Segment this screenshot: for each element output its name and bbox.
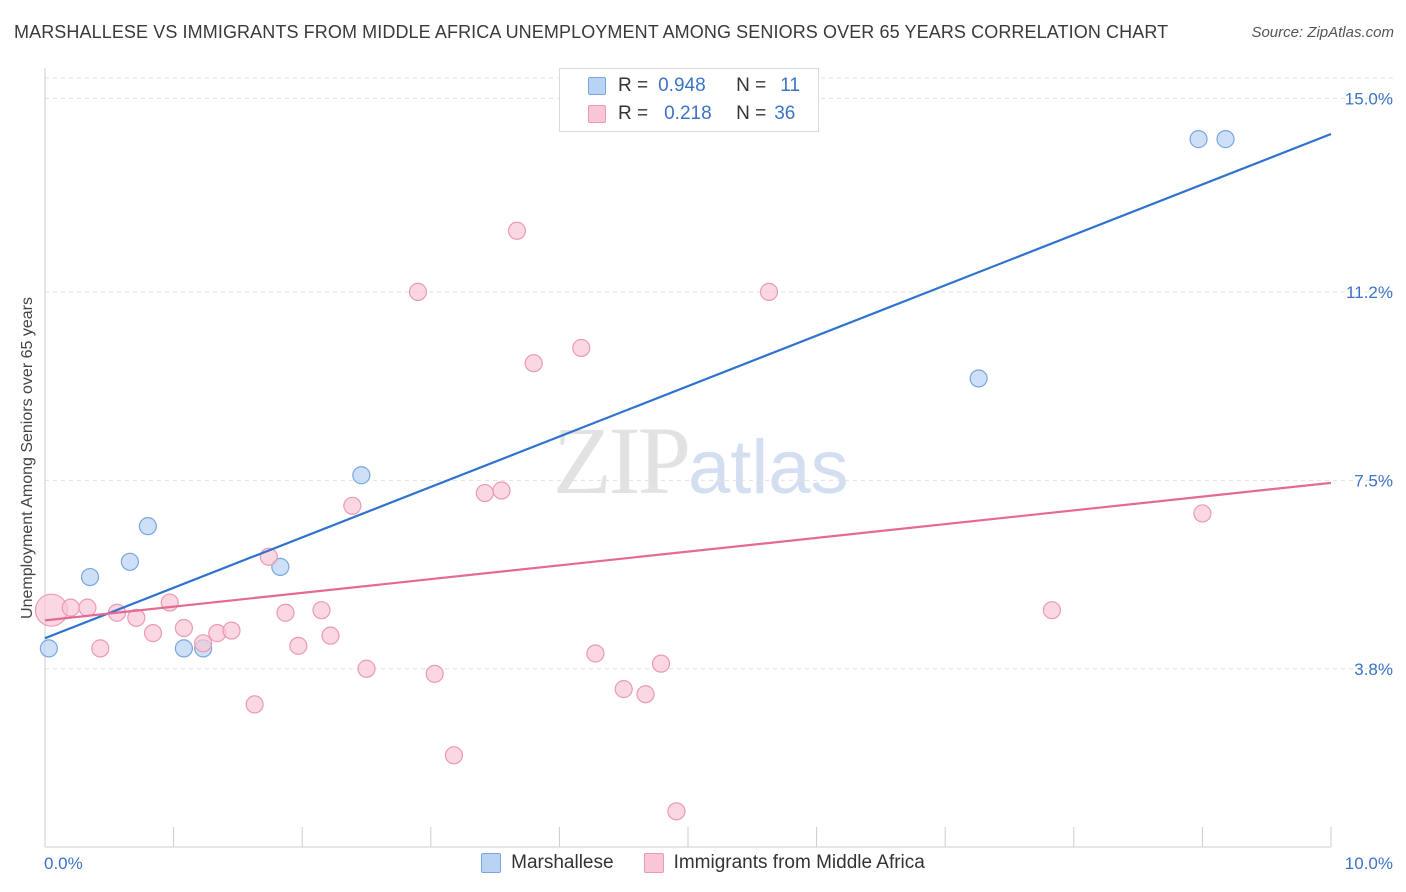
immigrants-point — [759, 282, 779, 301]
immigrants-point — [524, 354, 543, 373]
marshallese-point — [271, 557, 290, 577]
legend-r-label: R = — [618, 75, 649, 96]
immigrants-point — [1042, 601, 1062, 620]
immigrants-point — [61, 598, 80, 617]
legend-n-label: N = — [736, 75, 767, 96]
immigrants-point — [321, 626, 340, 645]
legend-swatch-pink — [588, 105, 606, 123]
marshallese-point — [352, 466, 371, 485]
watermark-zip: ZIP — [553, 407, 691, 514]
source-label: Source: ZipAtlas.com — [1251, 24, 1394, 41]
legend-n-value: 11 — [780, 75, 800, 96]
legend-swatch-blue — [481, 853, 502, 873]
y-tick-label: 11.2% — [1346, 283, 1393, 302]
immigrants-point — [245, 695, 264, 714]
legend-swatch-blue — [588, 77, 606, 95]
legend-item-immigrants[interactable]: Immigrants from Middle Africa — [643, 852, 925, 874]
immigrants-point — [444, 746, 464, 765]
immigrants-point — [667, 802, 686, 821]
series-legend: Marshallese Immigrants from Middle Afric… — [0, 852, 1406, 874]
immigrants-point — [1193, 504, 1212, 523]
marshallese-point — [1189, 130, 1208, 149]
immigrants-point — [614, 680, 633, 699]
x-tick-label: 0.0% — [44, 854, 83, 873]
legend-swatch-pink — [643, 853, 664, 873]
immigrants-point — [174, 618, 193, 638]
legend-item-marshallese[interactable]: Marshallese — [481, 852, 614, 874]
marshallese-point — [174, 639, 193, 658]
immigrants-trendline — [44, 481, 1332, 622]
legend-r-label: R = — [618, 103, 649, 124]
immigrants-point — [636, 685, 655, 704]
immigrants-point — [91, 639, 110, 658]
immigrants-point — [143, 624, 163, 643]
immigrants-point — [312, 601, 331, 620]
immigrants-point — [289, 636, 308, 655]
legend-label: Immigrants from Middle Africa — [673, 852, 925, 873]
correlation-legend: R = 0.948 N = 11 R = 0.218 N = 36 — [559, 68, 819, 132]
marshallese-point — [969, 369, 988, 388]
immigrants-point — [276, 603, 295, 622]
y-tick-label: 7.5% — [1354, 471, 1393, 490]
immigrants-point — [425, 664, 444, 683]
immigrants-point — [492, 481, 511, 500]
immigrants-point — [408, 282, 428, 301]
immigrants-point — [651, 654, 671, 673]
legend-n-label: N = — [736, 103, 767, 124]
watermark: ZIPatlas — [553, 405, 849, 516]
marshallese-point — [138, 517, 157, 536]
immigrants-point — [194, 634, 213, 653]
marshallese-trendline — [44, 132, 1332, 640]
immigrants-point — [475, 483, 494, 503]
marshallese-point — [39, 639, 58, 658]
marshallese-point — [120, 552, 139, 571]
legend-row-marshallese: R = 0.948 N = 11 — [588, 75, 800, 97]
legend-r-value: 0.948 — [658, 75, 706, 96]
immigrants-point — [357, 659, 376, 678]
immigrants-point — [572, 338, 591, 358]
marshallese-point — [1216, 130, 1235, 149]
chart-title: MARSHALLESE VS IMMIGRANTS FROM MIDDLE AF… — [14, 22, 1169, 42]
immigrants-point — [222, 621, 241, 640]
immigrants-point — [507, 221, 527, 240]
marshallese-point — [80, 567, 100, 587]
immigrants-point — [78, 598, 97, 617]
immigrants-point — [127, 608, 146, 627]
y-tick-label: 3.8% — [1354, 660, 1393, 679]
legend-label: Marshallese — [511, 852, 614, 873]
immigrants-point — [586, 644, 605, 663]
watermark-atlas: atlas — [688, 425, 849, 510]
legend-r-value: 0.218 — [664, 103, 712, 124]
immigrants-point — [343, 496, 362, 515]
x-tick-label: 10.0% — [1345, 854, 1393, 873]
legend-row-immigrants: R = 0.218 N = 36 — [588, 103, 795, 125]
legend-n-value: 36 — [774, 103, 796, 124]
y-tick-label: 15.0% — [1345, 89, 1393, 108]
